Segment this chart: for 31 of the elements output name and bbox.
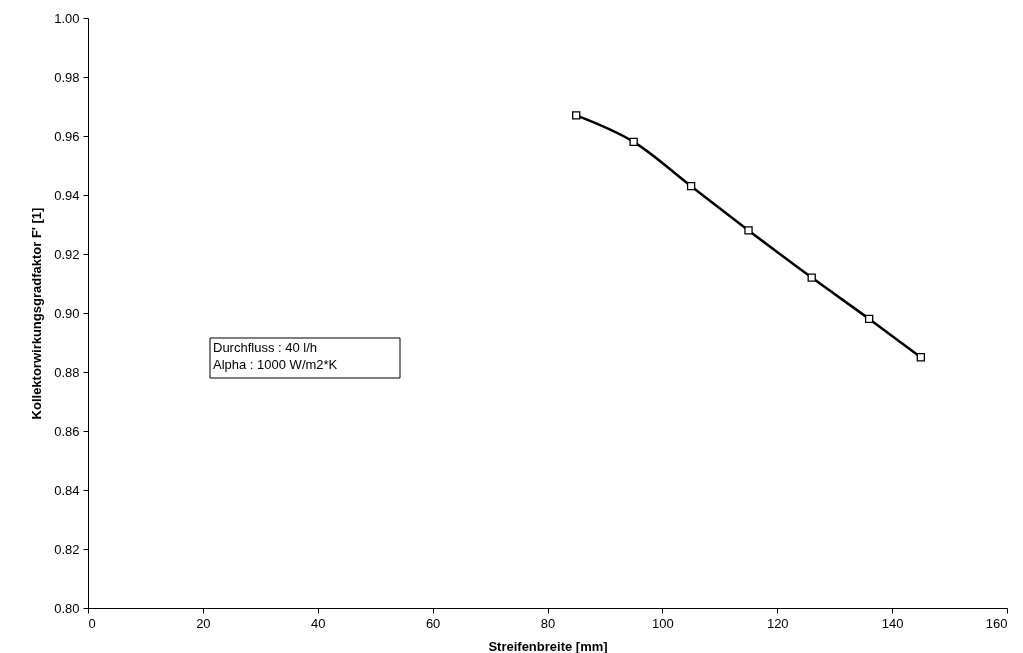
x-tick-label: 20 <box>196 615 211 631</box>
y-tick-label: 0.90 <box>54 305 80 321</box>
y-tick-label: 0.98 <box>54 69 80 85</box>
x-tick-label: 0 <box>88 615 96 631</box>
x-tick-label: 100 <box>652 615 674 631</box>
y-tick-label: 0.94 <box>54 187 80 203</box>
point <box>807 273 816 282</box>
y-tick-label: 0.84 <box>54 482 80 498</box>
x-tick-label: 60 <box>425 615 441 631</box>
annotation: Alpha : 1000 W/m2*K <box>213 357 338 372</box>
y-tick-label: 0.96 <box>54 128 80 144</box>
y-axis-title: Kollektorwirkungsgradfaktor F' [1] <box>29 207 45 420</box>
point <box>864 314 874 324</box>
point <box>629 137 638 147</box>
x-tick-label: 140 <box>881 615 904 631</box>
x-tick-label: 40 <box>311 615 326 631</box>
point <box>686 181 696 191</box>
y-tick-label: 0.86 <box>54 423 80 439</box>
y-tick-label: 0.82 <box>54 541 80 557</box>
point <box>916 353 926 362</box>
x-axis-title: Streifenbreite [mm] <box>488 638 608 653</box>
x-tick-label: 120 <box>766 615 789 631</box>
y-tick-label: 1.00 <box>54 10 80 26</box>
y-tick-label: 0.80 <box>54 600 80 616</box>
point <box>744 226 753 235</box>
y-tick-label: 0.88 <box>54 364 80 380</box>
annotation: Durchfluss : 40 l/h <box>213 340 318 355</box>
x-tick-label: 160 <box>985 615 1008 631</box>
y-tick-label: 0.92 <box>54 246 80 262</box>
x-tick-label: 80 <box>540 615 556 631</box>
point <box>572 111 581 120</box>
